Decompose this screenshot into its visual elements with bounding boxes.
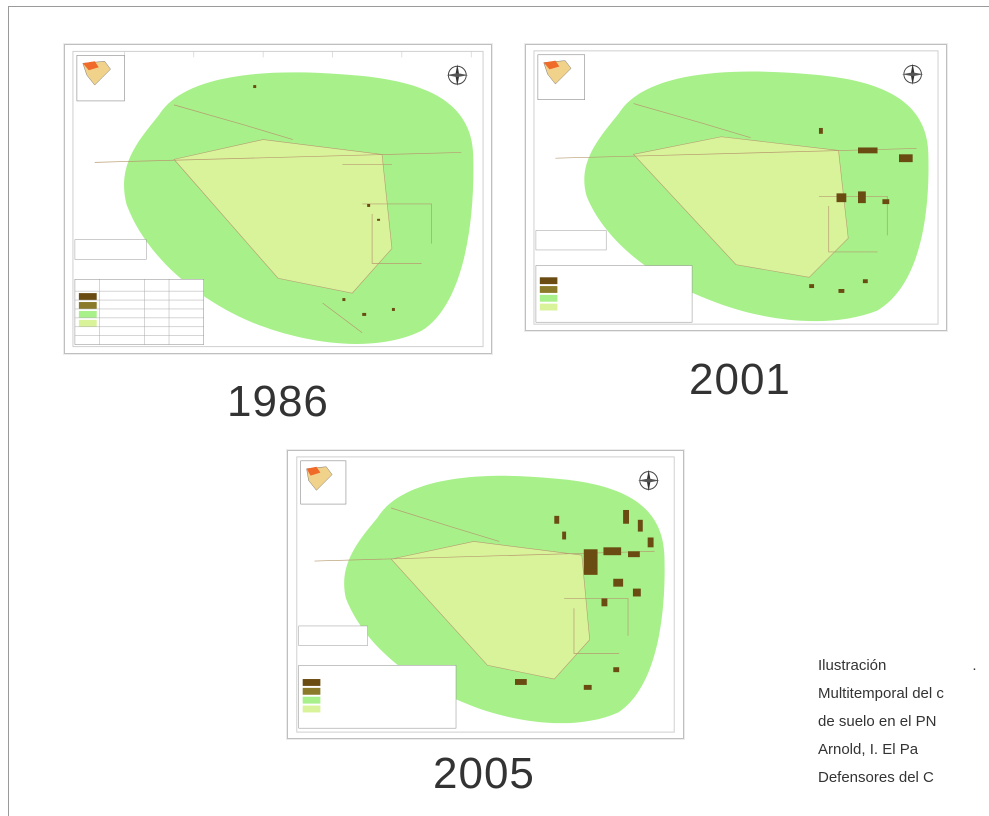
- caption-line-5: Defensores del C: [818, 769, 934, 786]
- caption-line-1-b: .: [972, 657, 977, 674]
- caption-line-1: Ilustración.: [818, 652, 989, 680]
- inner-zone-2005: [390, 541, 590, 680]
- frame-top-border: [8, 6, 989, 7]
- map-2005: [287, 450, 684, 739]
- map-2001: [525, 44, 947, 331]
- frame-left-border: [8, 6, 9, 816]
- map-2005-svg: [296, 456, 675, 733]
- map-1986-svg: [72, 50, 484, 348]
- year-label-2005: 2005: [433, 749, 535, 798]
- figure-caption: Ilustración. Multitemporal del c de suel…: [818, 652, 989, 816]
- inner-zone-2001: [632, 136, 849, 278]
- caption-line-1-a: Ilustración: [818, 657, 887, 674]
- caption-line-3: de suelo en el PN: [818, 713, 937, 730]
- map-2001-svg: [533, 50, 939, 325]
- inner-zone-1986: [173, 139, 393, 294]
- year-label-2001: 2001: [689, 355, 791, 404]
- year-label-1986: 1986: [227, 377, 329, 426]
- caption-line-2: Multitemporal del c: [818, 685, 944, 702]
- caption-line-4: Arnold, I. El Pa: [818, 741, 919, 758]
- map-1986: [64, 44, 492, 354]
